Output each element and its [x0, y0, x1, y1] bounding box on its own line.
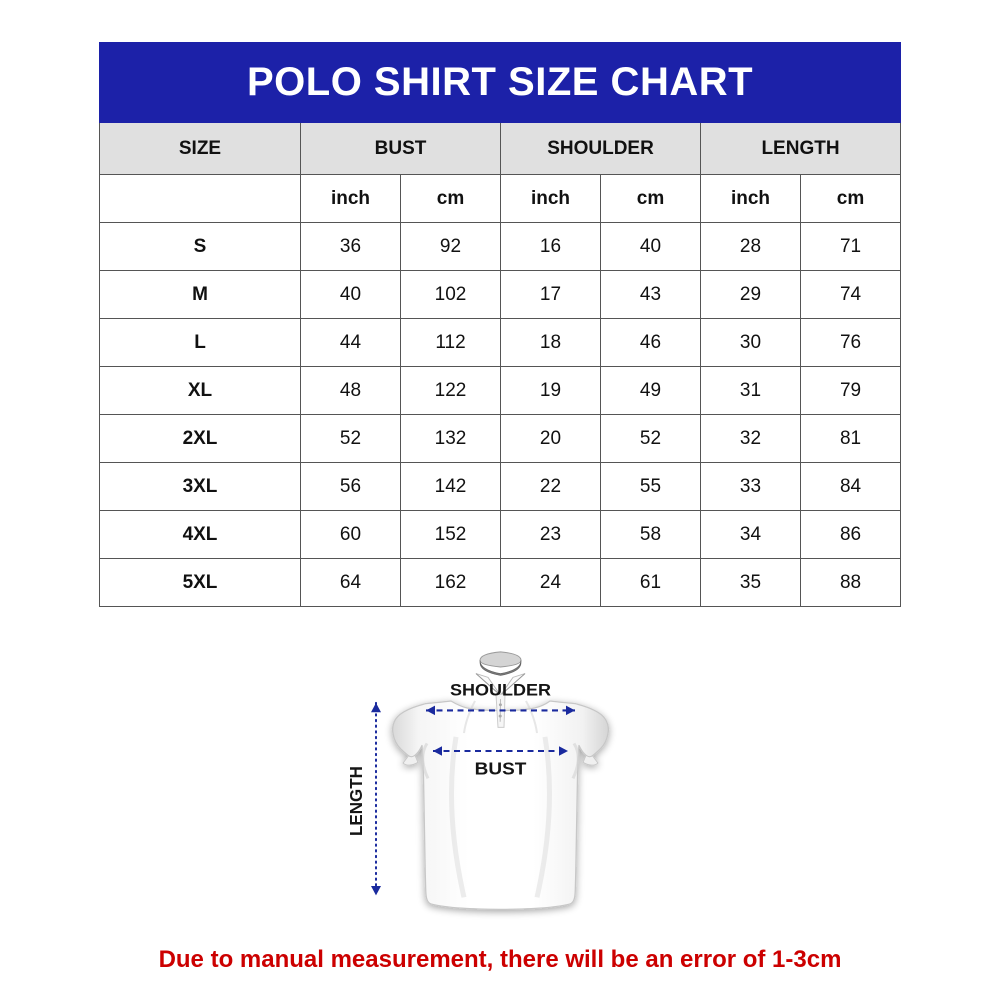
svg-text:SHOULDER: SHOULDER [450, 680, 551, 699]
svg-text:LENGTH: LENGTH [346, 766, 367, 836]
svg-text:BUST: BUST [475, 758, 527, 778]
